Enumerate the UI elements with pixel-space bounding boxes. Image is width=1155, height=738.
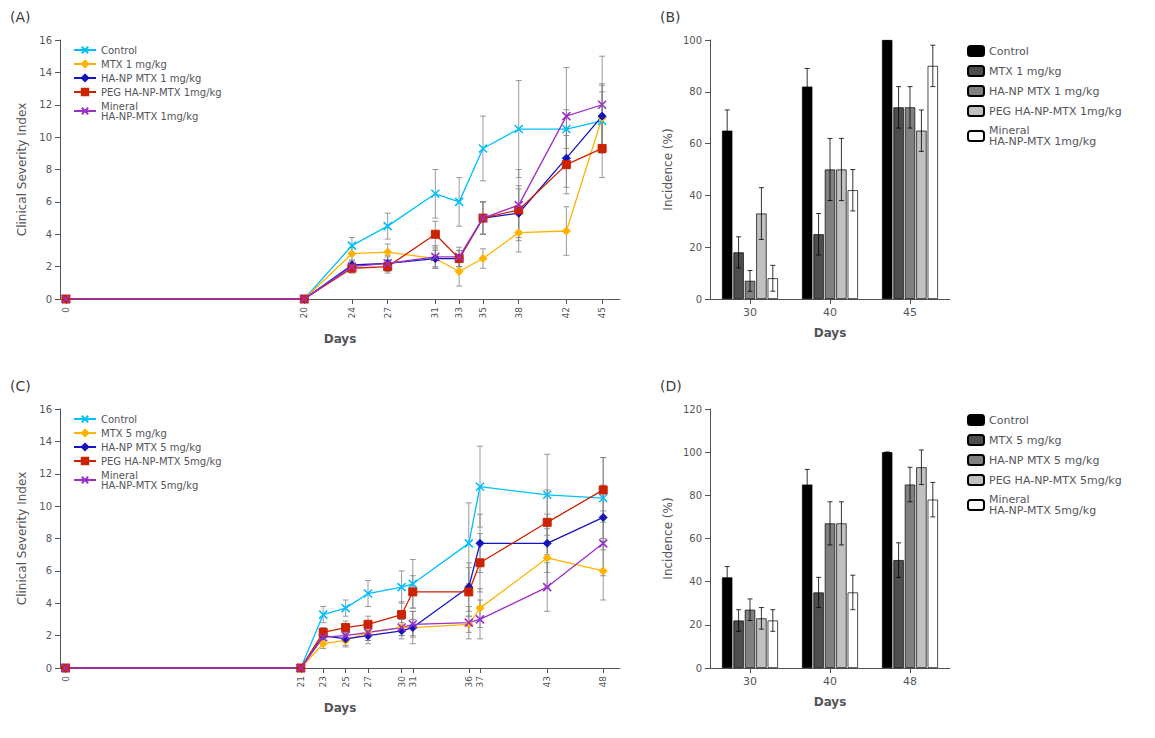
svg-text:0: 0 bbox=[46, 663, 52, 674]
svg-text:Days: Days bbox=[324, 332, 357, 346]
svg-text:Mineral: Mineral bbox=[101, 100, 138, 112]
svg-text:Mineral: Mineral bbox=[989, 124, 1030, 137]
svg-text:42: 42 bbox=[561, 307, 571, 318]
svg-text:MTX 5 mg/kg: MTX 5 mg/kg bbox=[101, 428, 167, 439]
svg-text:12: 12 bbox=[39, 99, 52, 110]
svg-text:Control: Control bbox=[101, 414, 137, 425]
svg-text:0: 0 bbox=[696, 663, 702, 674]
svg-text:14: 14 bbox=[39, 67, 52, 78]
svg-text:0: 0 bbox=[61, 676, 71, 682]
svg-text:HA-NP-MTX 1mg/kg: HA-NP-MTX 1mg/kg bbox=[989, 135, 1096, 148]
svg-text:HA-NP-MTX 5mg/kg: HA-NP-MTX 5mg/kg bbox=[989, 504, 1096, 517]
svg-text:45: 45 bbox=[903, 306, 917, 319]
svg-text:Control: Control bbox=[101, 45, 137, 56]
svg-text:MTX 1 mg/kg: MTX 1 mg/kg bbox=[101, 59, 167, 70]
svg-text:33: 33 bbox=[454, 307, 464, 318]
svg-text:100: 100 bbox=[683, 447, 702, 458]
svg-text:30: 30 bbox=[397, 676, 407, 688]
svg-text:30: 30 bbox=[743, 675, 757, 688]
svg-text:60: 60 bbox=[689, 138, 702, 149]
svg-text:0: 0 bbox=[46, 294, 52, 305]
svg-text:21: 21 bbox=[296, 676, 306, 687]
svg-text:Control: Control bbox=[989, 45, 1029, 58]
svg-text:2: 2 bbox=[46, 630, 52, 641]
svg-text:23: 23 bbox=[318, 676, 328, 687]
svg-text:HA-NP MTX 1 mg/kg: HA-NP MTX 1 mg/kg bbox=[101, 73, 201, 84]
svg-text:HA-NP-MTX 1mg/kg: HA-NP-MTX 1mg/kg bbox=[101, 111, 198, 122]
svg-text:Clinical Severity Index: Clinical Severity Index bbox=[15, 472, 29, 606]
svg-text:PEG HA-NP-MTX 5mg/kg: PEG HA-NP-MTX 5mg/kg bbox=[989, 474, 1122, 487]
svg-text:Clinical Severity Index: Clinical Severity Index bbox=[15, 103, 29, 237]
svg-text:20: 20 bbox=[299, 307, 309, 319]
svg-text:Mineral: Mineral bbox=[101, 469, 138, 481]
svg-text:27: 27 bbox=[383, 307, 393, 318]
svg-text:25: 25 bbox=[341, 676, 351, 687]
svg-text:27: 27 bbox=[363, 676, 373, 687]
svg-text:80: 80 bbox=[689, 86, 702, 97]
svg-text:PEG HA-NP-MTX 1mg/kg: PEG HA-NP-MTX 1mg/kg bbox=[101, 87, 222, 98]
svg-text:12: 12 bbox=[39, 468, 52, 479]
svg-text:0: 0 bbox=[61, 307, 71, 313]
svg-text:100: 100 bbox=[683, 35, 702, 46]
svg-text:MTX 5 mg/kg: MTX 5 mg/kg bbox=[989, 434, 1062, 447]
svg-text:4: 4 bbox=[46, 598, 52, 609]
svg-text:Control: Control bbox=[989, 414, 1029, 427]
svg-text:45: 45 bbox=[597, 307, 607, 318]
svg-text:40: 40 bbox=[823, 306, 837, 319]
svg-text:(D): (D) bbox=[660, 378, 682, 394]
svg-text:0: 0 bbox=[696, 294, 702, 305]
svg-text:PEG HA-NP-MTX 1mg/kg: PEG HA-NP-MTX 1mg/kg bbox=[989, 105, 1122, 118]
svg-text:(C): (C) bbox=[10, 378, 31, 394]
svg-text:40: 40 bbox=[689, 576, 702, 587]
svg-text:(A): (A) bbox=[10, 9, 31, 25]
svg-text:24: 24 bbox=[347, 307, 357, 319]
svg-text:37: 37 bbox=[475, 676, 485, 687]
svg-text:35: 35 bbox=[478, 307, 488, 318]
svg-text:8: 8 bbox=[46, 164, 52, 175]
svg-text:2: 2 bbox=[46, 261, 52, 272]
svg-text:HA-NP MTX 5 mg/kg: HA-NP MTX 5 mg/kg bbox=[101, 442, 201, 453]
svg-text:(B): (B) bbox=[660, 9, 681, 25]
svg-text:Days: Days bbox=[814, 695, 847, 709]
svg-text:8: 8 bbox=[46, 533, 52, 544]
svg-text:20: 20 bbox=[689, 242, 702, 253]
svg-text:31: 31 bbox=[430, 307, 440, 318]
svg-text:40: 40 bbox=[689, 190, 702, 201]
svg-text:48: 48 bbox=[598, 676, 608, 688]
svg-text:HA-NP MTX 5 mg/kg: HA-NP MTX 5 mg/kg bbox=[989, 454, 1099, 467]
svg-text:40: 40 bbox=[823, 675, 837, 688]
svg-text:MTX 1 mg/kg: MTX 1 mg/kg bbox=[989, 65, 1062, 78]
svg-text:6: 6 bbox=[46, 565, 52, 576]
svg-text:43: 43 bbox=[542, 676, 552, 687]
svg-text:HA-NP-MTX 5mg/kg: HA-NP-MTX 5mg/kg bbox=[101, 480, 198, 491]
svg-text:14: 14 bbox=[39, 436, 52, 447]
svg-text:36: 36 bbox=[464, 676, 474, 688]
svg-text:31: 31 bbox=[408, 676, 418, 687]
svg-text:10: 10 bbox=[39, 501, 52, 512]
svg-text:60: 60 bbox=[689, 533, 702, 544]
svg-text:Incidence (%): Incidence (%) bbox=[661, 128, 675, 210]
svg-text:20: 20 bbox=[689, 619, 702, 630]
svg-text:30: 30 bbox=[743, 306, 757, 319]
svg-text:Days: Days bbox=[324, 701, 357, 715]
svg-text:Days: Days bbox=[814, 326, 847, 340]
svg-text:HA-NP MTX 1 mg/kg: HA-NP MTX 1 mg/kg bbox=[989, 85, 1099, 98]
svg-text:38: 38 bbox=[514, 307, 524, 319]
svg-text:10: 10 bbox=[39, 132, 52, 143]
svg-text:6: 6 bbox=[46, 196, 52, 207]
svg-text:16: 16 bbox=[39, 404, 52, 415]
svg-text:80: 80 bbox=[689, 490, 702, 501]
svg-text:Mineral: Mineral bbox=[989, 493, 1030, 506]
svg-text:120: 120 bbox=[683, 404, 702, 415]
svg-text:4: 4 bbox=[46, 229, 52, 240]
svg-text:Incidence (%): Incidence (%) bbox=[661, 497, 675, 579]
svg-text:48: 48 bbox=[903, 675, 917, 688]
svg-text:PEG HA-NP-MTX 5mg/kg: PEG HA-NP-MTX 5mg/kg bbox=[101, 456, 222, 467]
svg-text:16: 16 bbox=[39, 35, 52, 46]
